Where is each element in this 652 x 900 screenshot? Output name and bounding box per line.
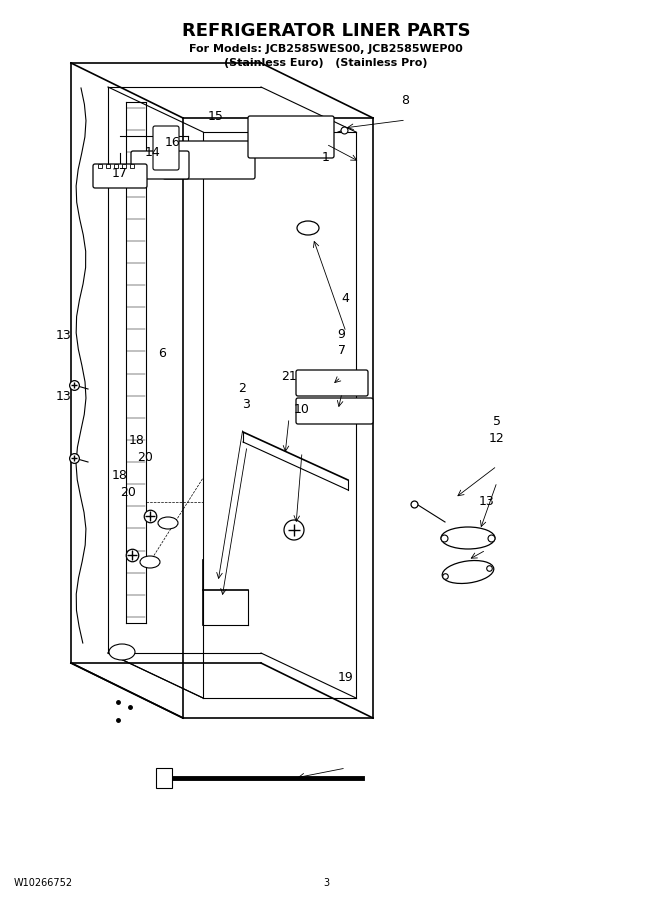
Text: 17: 17: [111, 167, 127, 180]
Text: 6: 6: [158, 347, 166, 360]
Bar: [156, 768, 172, 788]
Ellipse shape: [297, 221, 319, 235]
Text: 4: 4: [342, 292, 349, 305]
FancyBboxPatch shape: [93, 164, 147, 188]
Text: 18: 18: [129, 435, 145, 447]
Text: 19: 19: [338, 671, 353, 684]
Text: 20: 20: [121, 486, 136, 499]
Text: W10266752: W10266752: [14, 878, 73, 888]
FancyBboxPatch shape: [296, 370, 368, 396]
Text: 8: 8: [402, 94, 409, 107]
Ellipse shape: [441, 527, 495, 549]
Text: 3: 3: [243, 399, 250, 411]
Text: 12: 12: [489, 432, 505, 445]
Text: 13: 13: [479, 495, 494, 508]
Text: 10: 10: [294, 403, 310, 416]
FancyBboxPatch shape: [248, 116, 334, 158]
FancyBboxPatch shape: [163, 141, 255, 179]
Text: 15: 15: [207, 111, 223, 123]
Ellipse shape: [442, 561, 494, 583]
Ellipse shape: [109, 644, 135, 660]
Text: 14: 14: [145, 147, 160, 159]
Text: 1: 1: [322, 151, 330, 164]
FancyBboxPatch shape: [153, 126, 179, 170]
Text: 3: 3: [323, 878, 329, 888]
Ellipse shape: [140, 556, 160, 568]
FancyBboxPatch shape: [131, 151, 189, 179]
Text: 20: 20: [137, 451, 153, 464]
Text: (Stainless Euro)   (Stainless Pro): (Stainless Euro) (Stainless Pro): [224, 58, 428, 68]
Text: 13: 13: [56, 329, 72, 342]
Text: 13: 13: [56, 390, 72, 402]
Text: For Models: JCB2585WES00, JCB2585WEP00: For Models: JCB2585WES00, JCB2585WEP00: [189, 44, 463, 54]
FancyBboxPatch shape: [296, 398, 373, 424]
Ellipse shape: [158, 517, 178, 529]
Text: REFRIGERATOR LINER PARTS: REFRIGERATOR LINER PARTS: [182, 22, 470, 40]
Text: 16: 16: [165, 136, 181, 149]
Text: 18: 18: [111, 469, 127, 482]
Text: 2: 2: [239, 382, 246, 395]
Text: 21: 21: [281, 370, 297, 382]
Text: 7: 7: [338, 345, 346, 357]
Text: 9: 9: [338, 328, 346, 341]
Text: 5: 5: [493, 415, 501, 428]
